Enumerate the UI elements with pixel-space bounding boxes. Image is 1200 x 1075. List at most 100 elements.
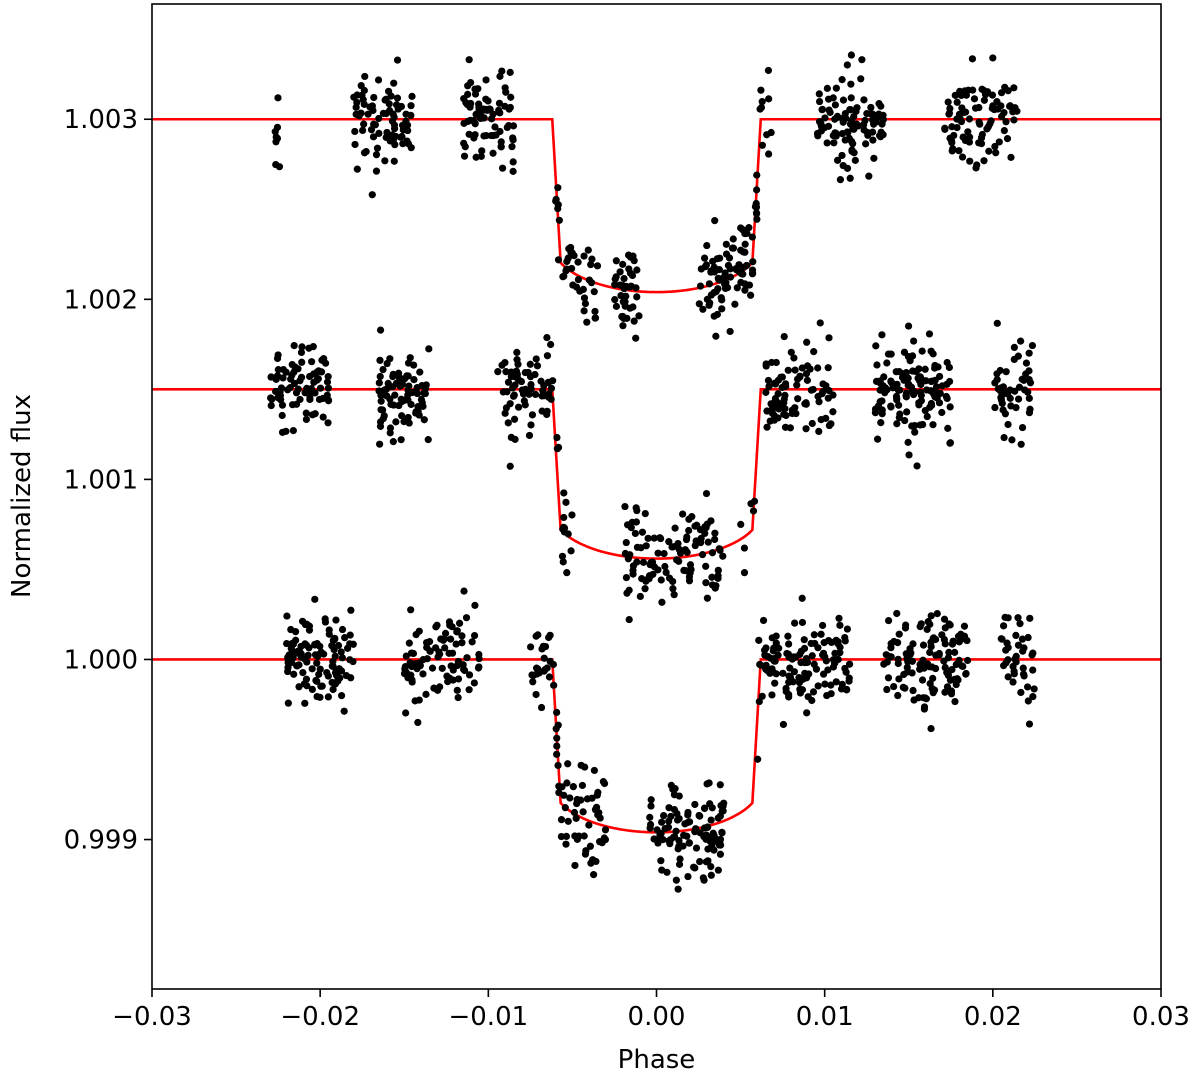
data-point <box>611 281 619 289</box>
data-point <box>957 118 966 126</box>
data-point <box>755 636 763 644</box>
data-point <box>346 631 354 639</box>
data-point <box>658 866 666 874</box>
data-point <box>672 876 680 884</box>
data-point <box>407 144 415 152</box>
data-point <box>630 317 638 325</box>
data-point <box>1003 639 1011 647</box>
data-point <box>707 517 715 525</box>
data-point <box>768 634 776 642</box>
data-point <box>328 662 336 670</box>
data-point <box>526 360 534 368</box>
data-point <box>387 92 395 100</box>
data-point <box>421 389 429 398</box>
data-point <box>685 839 693 847</box>
data-point <box>1022 370 1030 378</box>
data-point <box>507 433 515 442</box>
data-point <box>716 841 725 849</box>
data-point <box>617 291 625 300</box>
data-point <box>860 120 868 129</box>
data-point <box>758 141 767 149</box>
data-point <box>1025 409 1034 417</box>
data-point <box>673 816 682 824</box>
data-point <box>879 382 887 390</box>
data-point <box>737 520 745 529</box>
data-point <box>284 659 292 667</box>
data-point <box>868 128 877 136</box>
data-point <box>596 814 604 822</box>
data-point <box>629 570 637 578</box>
data-point <box>823 139 831 147</box>
data-point <box>748 270 757 278</box>
data-point <box>621 502 629 511</box>
data-point <box>419 670 427 678</box>
data-point <box>405 639 413 647</box>
data-point <box>1010 84 1018 92</box>
data-point <box>346 640 354 648</box>
data-point <box>714 814 722 822</box>
data-point <box>353 98 361 107</box>
data-point <box>916 373 924 381</box>
data-point <box>625 615 633 624</box>
data-point <box>383 392 391 400</box>
data-point <box>814 644 822 652</box>
data-point <box>767 400 775 408</box>
data-point <box>441 644 449 652</box>
data-point <box>685 515 693 523</box>
data-point <box>420 416 428 424</box>
data-point <box>771 679 779 687</box>
data-point <box>807 639 815 648</box>
data-point <box>758 98 766 106</box>
data-point <box>954 676 962 684</box>
data-point <box>331 634 339 642</box>
data-point <box>810 660 818 668</box>
data-point <box>1016 620 1024 628</box>
data-point <box>780 410 788 418</box>
data-point <box>277 396 285 404</box>
data-point <box>313 677 321 685</box>
data-point <box>686 561 695 569</box>
data-point <box>279 374 287 382</box>
data-point <box>554 761 562 770</box>
data-point <box>532 690 540 699</box>
data-point <box>331 668 340 677</box>
data-point <box>445 649 453 657</box>
data-point <box>331 652 339 660</box>
data-point <box>422 690 430 698</box>
data-point <box>661 562 669 571</box>
data-point <box>835 614 843 622</box>
data-point <box>337 648 345 656</box>
data-point <box>969 86 977 94</box>
data-point <box>288 401 297 409</box>
data-point <box>581 763 589 771</box>
data-point <box>827 420 835 428</box>
data-point <box>803 338 811 346</box>
data-point <box>918 676 927 684</box>
data-point <box>638 528 647 536</box>
data-point <box>931 376 939 384</box>
data-point <box>679 510 687 518</box>
data-point <box>756 105 764 113</box>
data-point <box>849 124 857 133</box>
data-point <box>575 832 583 840</box>
data-point <box>633 558 641 566</box>
data-point <box>685 818 694 826</box>
data-point <box>465 56 473 64</box>
data-point <box>945 620 953 628</box>
data-point <box>841 633 849 642</box>
data-point <box>305 644 313 652</box>
data-point <box>703 241 711 250</box>
data-point <box>992 149 1000 157</box>
data-point <box>297 373 306 381</box>
data-point <box>568 511 576 519</box>
data-point <box>825 106 833 114</box>
data-point <box>702 835 710 843</box>
data-point <box>267 394 275 402</box>
data-point <box>860 96 868 104</box>
data-point <box>364 110 372 118</box>
data-point <box>714 566 722 574</box>
data-point <box>846 174 854 182</box>
data-point <box>413 384 421 392</box>
data-point <box>890 637 898 646</box>
data-point <box>465 686 473 694</box>
